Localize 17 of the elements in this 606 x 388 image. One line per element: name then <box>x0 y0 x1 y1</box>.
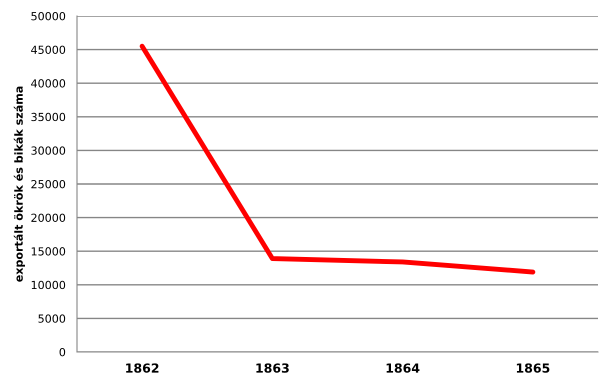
x-tick-label: 1864 <box>386 363 420 373</box>
y-tick-label: 25000 <box>31 180 66 188</box>
y-tick-label: 15000 <box>32 247 66 256</box>
y-tick-label: 50000 <box>31 12 66 20</box>
y-axis-title: exportált ökrök és bikák száma <box>14 86 25 282</box>
y-tick-label: 30000 <box>31 146 66 155</box>
y-tick-label: 20000 <box>31 214 66 222</box>
y-tick-label: 45000 <box>31 46 66 54</box>
y-tick-label: 10000 <box>32 280 66 290</box>
x-tick-label: 1862 <box>126 363 158 373</box>
x-tick-label: 1863 <box>256 363 289 373</box>
y-tick-label: 0 <box>60 348 66 356</box>
x-tick-label: 1865 <box>516 363 550 373</box>
y-tick-label: 40000 <box>31 79 66 88</box>
line-series <box>140 44 536 274</box>
y-tick-label: 5000 <box>38 314 66 323</box>
y-tick-label: 35000 <box>31 112 66 122</box>
